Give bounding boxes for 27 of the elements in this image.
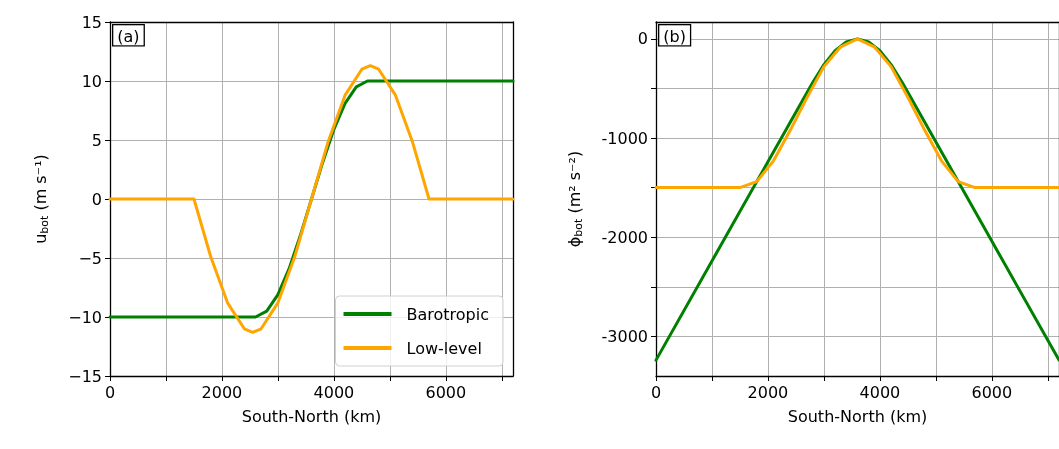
x-tick-label: 0 (104, 382, 116, 402)
x-tick-label: 2000 (747, 382, 789, 402)
y-tick-label: 0 (91, 189, 102, 209)
x-tick-label: 6000 (425, 382, 467, 402)
annotation: (a) (117, 26, 140, 46)
x-tick-label: 4000 (313, 382, 355, 402)
y-tick-label: -3000 (601, 326, 648, 346)
y-axis-title: ubot (m s⁻¹) (30, 154, 51, 244)
x-tick-label: 2000 (201, 382, 243, 402)
y-tick-label: −10 (68, 307, 102, 327)
x-axis-title: South-North (km) (241, 406, 382, 426)
y-tick-label: 10 (81, 71, 102, 91)
y-tick-label: 15 (81, 12, 102, 32)
y-axis-title: ϕbot (m² s⁻²) (564, 150, 585, 248)
x-tick-label: 6000 (971, 382, 1013, 402)
y-tick-label: -2000 (601, 227, 648, 247)
x-tick-label: 4000 (859, 382, 901, 402)
y-tick-label: 5 (91, 130, 102, 150)
y-tick-label: 0 (637, 29, 648, 49)
x-tick-label: 0 (650, 382, 662, 402)
annotation: (b) (663, 26, 686, 46)
y-tick-label: −15 (68, 366, 102, 386)
y-tick-label: −5 (78, 248, 102, 268)
x-axis-title: South-North (km) (787, 406, 928, 426)
legend-label: Barotropic (406, 304, 489, 324)
legend-label: Low-level (406, 338, 482, 358)
y-tick-label: -1000 (601, 128, 648, 148)
